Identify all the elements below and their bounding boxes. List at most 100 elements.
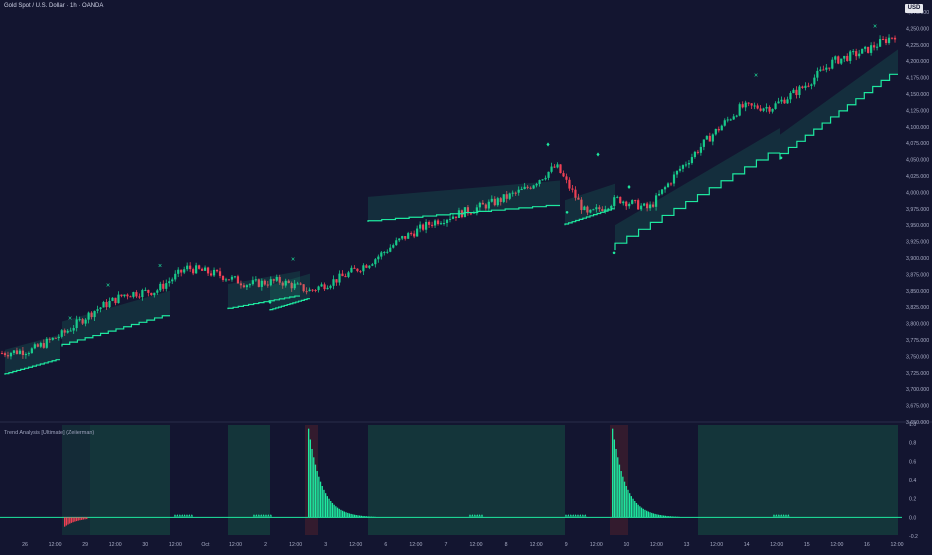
candle (430, 224, 434, 226)
histogram-bar (370, 516, 373, 518)
candle (511, 192, 514, 194)
candle (60, 330, 63, 337)
candle (738, 104, 741, 116)
x-tick-label: 12:00 (289, 542, 302, 548)
y-tick-label: 3,975.000 (906, 207, 929, 213)
candle (702, 139, 705, 147)
histogram-bar (316, 471, 318, 518)
candle (84, 319, 87, 324)
histogram-bar (623, 481, 626, 518)
trail-stop-line-0 (4, 359, 60, 375)
x-tick-label: 12:00 (409, 542, 422, 548)
candle (371, 264, 374, 266)
candle (93, 310, 96, 318)
candle (45, 338, 48, 348)
y-tick-label: 4,025.000 (906, 174, 929, 180)
trend-dot: ▲ (254, 512, 258, 517)
candle (583, 206, 586, 211)
trend-dot: ▲ (478, 512, 482, 517)
candle (571, 188, 574, 190)
histogram-bar (348, 513, 351, 518)
histogram-bar (86, 517, 88, 520)
candle (643, 203, 646, 206)
candle (481, 202, 484, 205)
histogram-bar (342, 510, 344, 518)
exit-marker: × (754, 73, 758, 80)
histogram-bar (357, 515, 359, 518)
x-tick-label: 2 (264, 542, 267, 548)
histogram-bar (67, 517, 69, 525)
candle (433, 220, 437, 226)
candle (63, 330, 66, 333)
histogram-bar (64, 517, 66, 527)
candle (840, 58, 843, 64)
candle (341, 273, 344, 277)
candle (260, 280, 263, 287)
candle (669, 183, 673, 185)
candle (547, 171, 550, 178)
histogram-bar (622, 476, 624, 518)
candle (843, 55, 846, 59)
trail-band-fill-2 (228, 271, 300, 310)
candle (616, 196, 619, 198)
candle (239, 283, 243, 286)
exit-marker: × (291, 256, 295, 263)
histogram-bar (79, 517, 81, 521)
candle (613, 197, 616, 206)
candle (392, 245, 395, 248)
histogram-bar (629, 493, 631, 518)
candle (538, 180, 541, 184)
trend-dot: ▲ (187, 512, 191, 517)
histogram-bar (661, 515, 663, 518)
candle (439, 223, 443, 225)
histogram-bar (326, 496, 328, 518)
histogram-bar (612, 428, 614, 518)
candle (227, 279, 231, 281)
candle (816, 70, 819, 78)
currency-badge[interactable]: USD (905, 4, 923, 13)
histogram-bar (74, 517, 76, 522)
candle (553, 166, 556, 168)
candle (257, 279, 260, 287)
candle (631, 200, 634, 204)
candle (711, 134, 714, 142)
candle (416, 228, 419, 237)
trend-dot: ▲ (566, 512, 570, 517)
candle (532, 185, 535, 189)
candle (9, 352, 13, 357)
trend-dot: ▲ (569, 512, 573, 517)
candle (344, 276, 347, 278)
histogram-bar (625, 485, 627, 518)
histogram-bar (635, 502, 638, 518)
candle (732, 116, 735, 120)
x-tick-label: 12:00 (169, 542, 182, 548)
candle (141, 290, 144, 298)
candle (102, 301, 105, 308)
histogram-bar (676, 516, 678, 518)
x-tick-label: 7 (445, 542, 448, 548)
trend-dot: ▲ (180, 512, 184, 517)
histogram-bar (668, 516, 670, 518)
trend-dot: ▲ (583, 512, 587, 517)
candle (646, 203, 649, 209)
candle (254, 279, 257, 281)
trend-dot: ▲ (252, 512, 256, 517)
candle (159, 283, 162, 291)
candle (807, 85, 810, 87)
candle (186, 265, 189, 270)
candle (18, 350, 22, 354)
histogram-bar (70, 517, 73, 523)
candle (887, 37, 891, 43)
x-tick-label: 12:00 (530, 542, 543, 548)
indicator-y-tick-label: 1.0 (909, 422, 916, 428)
candle (365, 265, 368, 268)
trend-dot: ▲ (183, 512, 187, 517)
trend-dot: ▲ (574, 512, 578, 517)
candle (96, 309, 99, 311)
candle (183, 269, 186, 273)
candle (203, 267, 207, 271)
candle (514, 192, 517, 194)
trail-band-fill-4 (368, 180, 560, 222)
candle (484, 204, 487, 209)
